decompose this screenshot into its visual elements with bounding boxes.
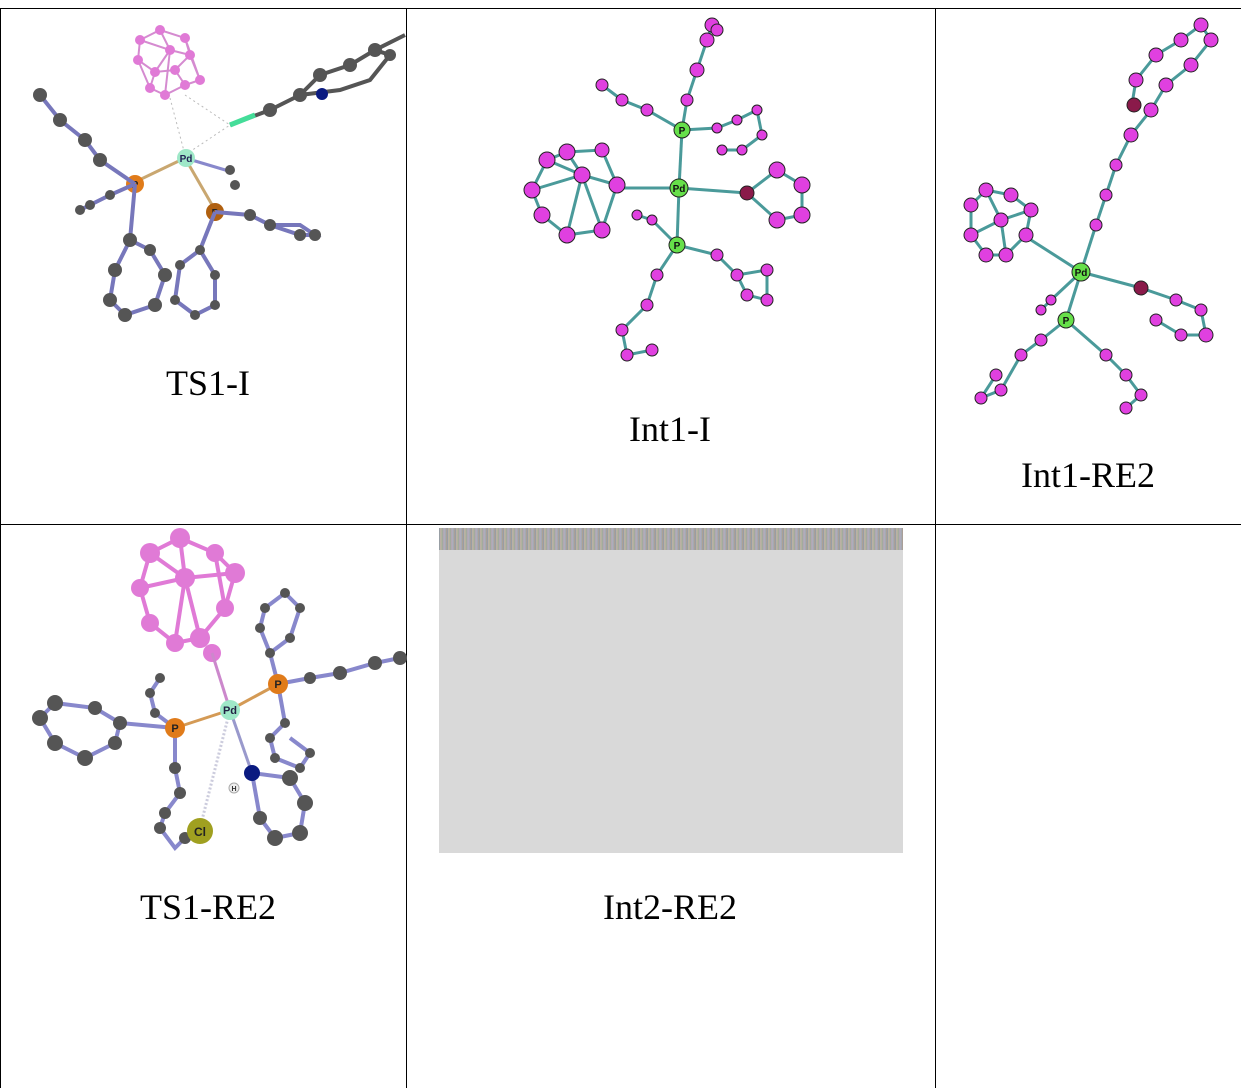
caption-int1-i: Int1-I [629,409,711,449]
caption-ts1-i: TS1-I [166,363,250,403]
table-divider-2 [935,8,936,1088]
svg-text:H: H [231,786,236,793]
placeholder-image [439,528,903,853]
svg-text:Cl: Cl [194,825,206,839]
placeholder-noise-strip [439,528,903,550]
svg-text:Pd: Pd [180,154,193,165]
molecule-int1-re2: Pd P [963,17,1219,415]
svg-text:Pd: Pd [673,184,686,195]
caption-int2-re2: Int2-RE2 [603,887,737,927]
svg-text:Pd: Pd [1075,268,1088,279]
caption-int1-re2: Int1-RE2 [1021,455,1155,495]
molecule-int1-i: Pd P P [523,17,811,362]
svg-text:P: P [674,241,681,252]
table-border-left [0,8,1,1088]
svg-text:P: P [1063,316,1070,327]
svg-text:Pd: Pd [223,705,237,717]
table-border-middle [0,524,1241,525]
svg-text:P: P [171,723,178,735]
caption-ts1-re2: TS1-RE2 [139,887,277,927]
svg-text:P: P [274,679,281,691]
molecule-ts1-re2: Pd P P H Cl [32,528,407,852]
table-divider-1 [406,8,407,1088]
molecule-ts1-i: Pd P P [33,25,406,322]
svg-text:P: P [679,126,686,137]
table-border-top [0,8,1241,9]
